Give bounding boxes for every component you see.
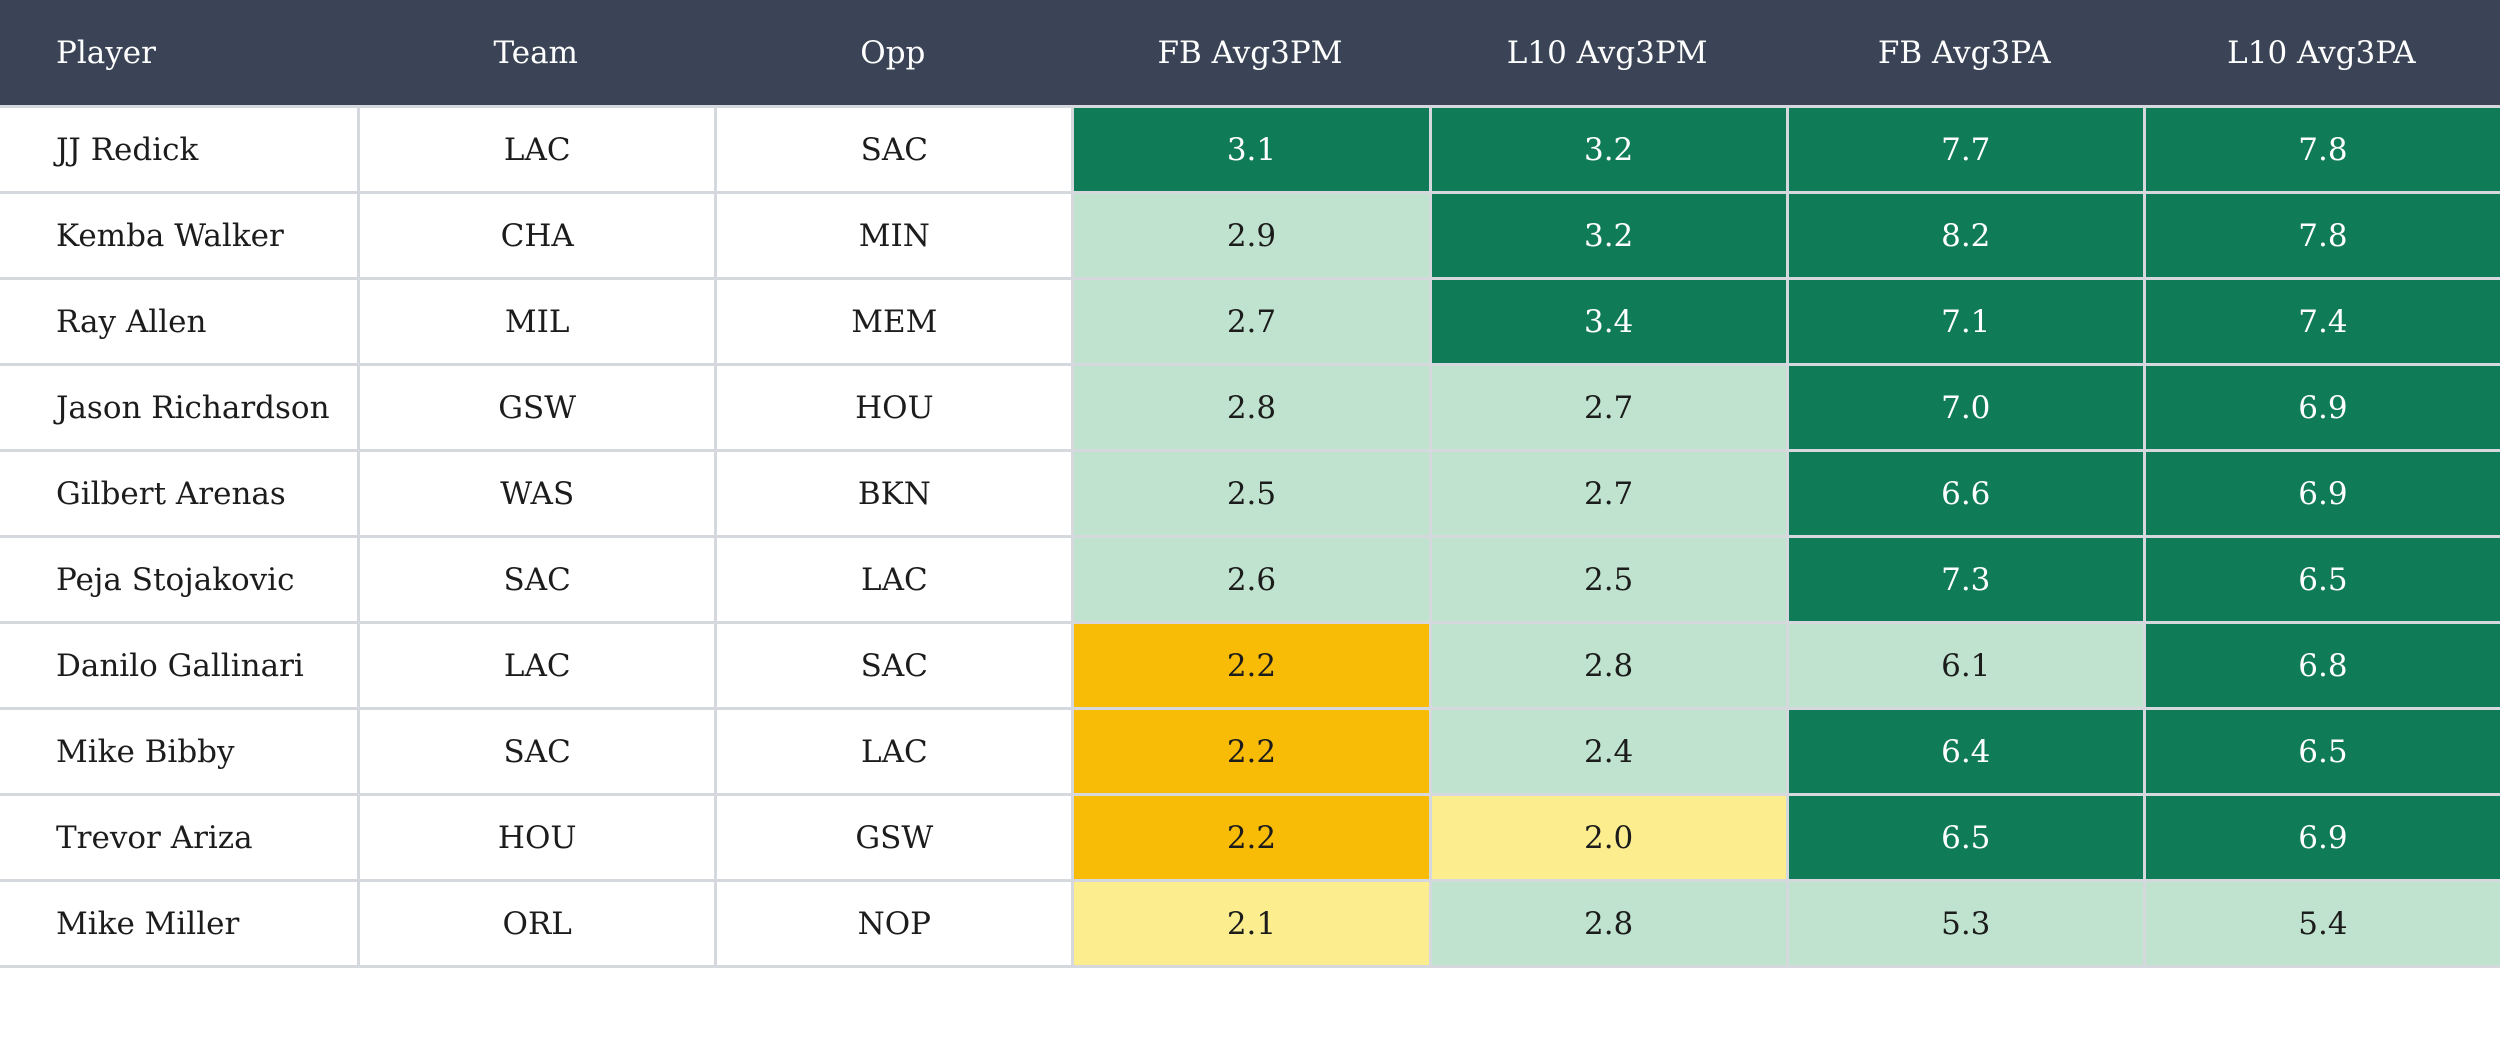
- stat-cell-l10-avg3pa: 6.9: [2142, 363, 2500, 449]
- column-header-fb-avg3pm[interactable]: FB Avg3PM: [1157, 34, 1343, 71]
- opp-cell: SAC: [714, 621, 1072, 707]
- stat-cell-fb-avg3pm: 2.2: [1071, 621, 1429, 707]
- player-cell: Jason Richardson: [0, 363, 358, 449]
- stat-cell-l10-avg3pa: 6.8: [2142, 621, 2500, 707]
- opp-cell: MIN: [714, 191, 1072, 277]
- table-row: JJ Redick LAC SAC 3.1 3.2 7.7 7.8: [0, 105, 2500, 191]
- opp-cell: LAC: [714, 707, 1072, 793]
- opp-cell: HOU: [714, 363, 1072, 449]
- table-row: Gilbert Arenas WAS BKN 2.5 2.7 6.6 6.9: [0, 449, 2500, 535]
- stat-cell-fb-avg3pa: 6.1: [1785, 621, 2143, 707]
- table-row: Mike Bibby SAC LAC 2.2 2.4 6.4 6.5: [0, 707, 2500, 793]
- stat-cell-l10-avg3pa: 6.5: [2142, 535, 2500, 621]
- table-row: Jason Richardson GSW HOU 2.8 2.7 7.0 6.9: [0, 363, 2500, 449]
- stat-cell-l10-avg3pm: 3.2: [1428, 191, 1786, 277]
- stat-cell-fb-avg3pm: 3.1: [1071, 105, 1429, 191]
- opp-cell: GSW: [714, 793, 1072, 879]
- player-cell: Mike Bibby: [0, 707, 358, 793]
- player-cell: Peja Stojakovic: [0, 535, 358, 621]
- stat-cell-fb-avg3pa: 7.1: [1785, 277, 2143, 363]
- player-cell: Mike Miller: [0, 879, 358, 965]
- stat-cell-l10-avg3pm: 2.8: [1428, 879, 1786, 965]
- stat-cell-l10-avg3pa: 7.8: [2142, 105, 2500, 191]
- stat-cell-l10-avg3pa: 6.9: [2142, 793, 2500, 879]
- stat-cell-fb-avg3pm: 2.6: [1071, 535, 1429, 621]
- opp-cell: BKN: [714, 449, 1072, 535]
- stat-cell-l10-avg3pm: 2.7: [1428, 449, 1786, 535]
- opp-cell: NOP: [714, 879, 1072, 965]
- table-row: Danilo Gallinari LAC SAC 2.2 2.8 6.1 6.8: [0, 621, 2500, 707]
- team-cell: ORL: [357, 879, 715, 965]
- column-header-fb-avg3pa[interactable]: FB Avg3PA: [1877, 34, 2051, 71]
- column-header-l10-avg3pm[interactable]: L10 Avg3PM: [1506, 34, 1708, 71]
- stat-cell-fb-avg3pa: 7.3: [1785, 535, 2143, 621]
- table-row: Kemba Walker CHA MIN 2.9 3.2 8.2 7.8: [0, 191, 2500, 277]
- stat-cell-fb-avg3pm: 2.9: [1071, 191, 1429, 277]
- stat-cell-l10-avg3pa: 7.8: [2142, 191, 2500, 277]
- player-cell: Kemba Walker: [0, 191, 358, 277]
- opp-cell: MEM: [714, 277, 1072, 363]
- stat-cell-fb-avg3pm: 2.7: [1071, 277, 1429, 363]
- stat-cell-fb-avg3pm: 2.5: [1071, 449, 1429, 535]
- table-row: Mike Miller ORL NOP 2.1 2.8 5.3 5.4: [0, 879, 2500, 965]
- stat-cell-l10-avg3pa: 6.9: [2142, 449, 2500, 535]
- team-cell: HOU: [357, 793, 715, 879]
- column-header-team[interactable]: Team: [493, 34, 578, 71]
- table-header-row: Player Team Opp FB Avg3PM L10 Avg3PM FB …: [0, 0, 2500, 105]
- team-cell: SAC: [357, 707, 715, 793]
- player-stats-table: Player Team Opp FB Avg3PM L10 Avg3PM FB …: [0, 0, 2500, 968]
- player-cell: Gilbert Arenas: [0, 449, 358, 535]
- stat-cell-fb-avg3pa: 7.0: [1785, 363, 2143, 449]
- stat-cell-fb-avg3pa: 6.6: [1785, 449, 2143, 535]
- stat-cell-fb-avg3pa: 7.7: [1785, 105, 2143, 191]
- player-cell: Danilo Gallinari: [0, 621, 358, 707]
- stat-cell-l10-avg3pa: 7.4: [2142, 277, 2500, 363]
- stat-cell-fb-avg3pm: 2.2: [1071, 707, 1429, 793]
- opp-cell: LAC: [714, 535, 1072, 621]
- stat-cell-fb-avg3pm: 2.8: [1071, 363, 1429, 449]
- team-cell: SAC: [357, 535, 715, 621]
- team-cell: LAC: [357, 105, 715, 191]
- stat-cell-l10-avg3pm: 2.5: [1428, 535, 1786, 621]
- stat-cell-l10-avg3pa: 6.5: [2142, 707, 2500, 793]
- column-header-player[interactable]: Player: [56, 34, 156, 71]
- stat-cell-fb-avg3pa: 6.5: [1785, 793, 2143, 879]
- team-cell: CHA: [357, 191, 715, 277]
- team-cell: LAC: [357, 621, 715, 707]
- player-cell: Ray Allen: [0, 277, 358, 363]
- stat-cell-l10-avg3pm: 2.4: [1428, 707, 1786, 793]
- stat-cell-fb-avg3pa: 8.2: [1785, 191, 2143, 277]
- stat-cell-fb-avg3pm: 2.1: [1071, 879, 1429, 965]
- stat-cell-l10-avg3pm: 2.7: [1428, 363, 1786, 449]
- stat-cell-l10-avg3pm: 3.4: [1428, 277, 1786, 363]
- stat-cell-fb-avg3pa: 5.3: [1785, 879, 2143, 965]
- table-row: Peja Stojakovic SAC LAC 2.6 2.5 7.3 6.5: [0, 535, 2500, 621]
- team-cell: GSW: [357, 363, 715, 449]
- player-cell: Trevor Ariza: [0, 793, 358, 879]
- stat-cell-l10-avg3pm: 2.8: [1428, 621, 1786, 707]
- stat-cell-fb-avg3pm: 2.2: [1071, 793, 1429, 879]
- stat-cell-l10-avg3pm: 3.2: [1428, 105, 1786, 191]
- team-cell: MIL: [357, 277, 715, 363]
- stat-cell-l10-avg3pm: 2.0: [1428, 793, 1786, 879]
- stat-cell-fb-avg3pa: 6.4: [1785, 707, 2143, 793]
- team-cell: WAS: [357, 449, 715, 535]
- opp-cell: SAC: [714, 105, 1072, 191]
- stat-cell-l10-avg3pa: 5.4: [2142, 879, 2500, 965]
- column-header-opp[interactable]: Opp: [860, 34, 926, 71]
- table-row: Trevor Ariza HOU GSW 2.2 2.0 6.5 6.9: [0, 793, 2500, 879]
- player-cell: JJ Redick: [0, 105, 358, 191]
- column-header-l10-avg3pa[interactable]: L10 Avg3PA: [2227, 34, 2416, 71]
- table-row: Ray Allen MIL MEM 2.7 3.4 7.1 7.4: [0, 277, 2500, 363]
